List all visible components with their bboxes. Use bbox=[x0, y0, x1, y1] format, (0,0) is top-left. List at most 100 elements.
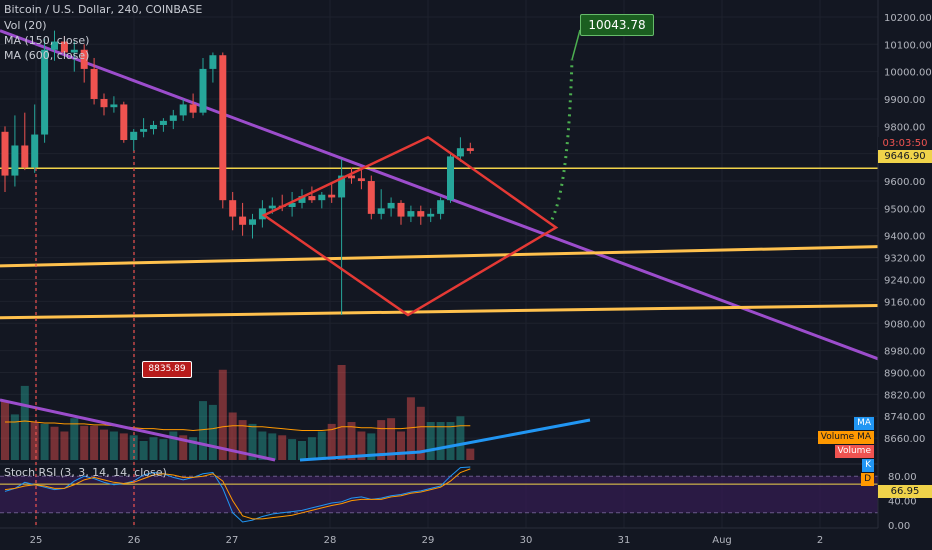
candle-body bbox=[150, 124, 157, 130]
descending-trendline bbox=[0, 29, 879, 361]
volume-bar bbox=[406, 397, 415, 460]
time-tick-label: 2 bbox=[817, 535, 823, 546]
volume-bar bbox=[70, 418, 79, 460]
candle-body bbox=[1, 131, 9, 176]
candle-body bbox=[258, 208, 266, 220]
volume-bar bbox=[337, 365, 346, 460]
volume-bar bbox=[258, 431, 267, 460]
volume-bar bbox=[298, 441, 306, 460]
price-tick-label: 9080.00 bbox=[884, 319, 925, 330]
candle-body bbox=[21, 145, 29, 168]
time-tick-label: 29 bbox=[422, 535, 435, 546]
volume-bar bbox=[397, 431, 405, 460]
volume-bar bbox=[228, 412, 237, 460]
candle-body bbox=[110, 104, 118, 108]
price-tick-label: 8660.00 bbox=[884, 434, 925, 445]
volume-bar bbox=[347, 422, 356, 460]
low-label: 8835.89 bbox=[142, 361, 192, 378]
candle-body bbox=[159, 120, 167, 125]
volume-bar bbox=[60, 431, 69, 460]
volume-bar bbox=[436, 422, 445, 460]
volume-bar bbox=[20, 385, 29, 460]
indicator-ma150[interactable]: MA (150, close) bbox=[4, 34, 90, 47]
candle-body bbox=[249, 219, 256, 225]
volume-bar bbox=[268, 433, 277, 460]
candle-body bbox=[60, 41, 68, 53]
volume-bar bbox=[456, 416, 465, 460]
stoch-title[interactable]: Stoch RSI (3, 3, 14, 14, close) bbox=[4, 466, 167, 479]
stoch-tick-label: 0.00 bbox=[888, 521, 910, 532]
volume-bar bbox=[238, 420, 247, 460]
indicator-ma600[interactable]: MA (600, close) bbox=[4, 49, 90, 62]
volume-bar bbox=[199, 401, 207, 460]
price-tick-label: 9500.00 bbox=[884, 204, 925, 215]
volume-bar bbox=[159, 439, 168, 460]
chart-overlays bbox=[261, 29, 581, 317]
diamond-pattern bbox=[261, 135, 559, 317]
volume-bar bbox=[416, 406, 425, 460]
candle-body bbox=[268, 205, 276, 209]
countdown-tag: 03:03:50 bbox=[878, 137, 932, 150]
volume-bar bbox=[387, 418, 396, 460]
candle-body bbox=[51, 41, 58, 50]
candle-body bbox=[318, 194, 326, 201]
stoch-rsi-pane bbox=[0, 463, 878, 523]
candle-body bbox=[199, 68, 207, 113]
time-tick-label: 26 bbox=[128, 535, 141, 546]
volume-bar bbox=[357, 431, 366, 460]
candle-body bbox=[169, 115, 177, 121]
candle-body bbox=[31, 134, 39, 168]
lower-support-line bbox=[0, 303, 879, 320]
target-label: 10043.78 bbox=[580, 14, 654, 36]
volume-bar bbox=[218, 369, 227, 460]
volume-ma-trend bbox=[299, 418, 591, 462]
volume-bar bbox=[426, 422, 435, 460]
price-tick-label: 9160.00 bbox=[884, 297, 925, 308]
price-tick-label: 8820.00 bbox=[884, 390, 925, 401]
time-tick-label: 28 bbox=[324, 535, 337, 546]
volume-bar bbox=[446, 422, 455, 460]
volume-bar bbox=[466, 448, 475, 460]
time-tick-label: 30 bbox=[520, 535, 533, 546]
candle-body bbox=[80, 49, 88, 69]
candle-body bbox=[377, 208, 385, 214]
volume-bar bbox=[1, 401, 9, 460]
legend-stoch-d[interactable]: D bbox=[861, 473, 874, 486]
volume-bar bbox=[307, 437, 316, 460]
candle-body bbox=[328, 194, 336, 198]
candle-body bbox=[219, 55, 227, 201]
volume-bar bbox=[80, 425, 89, 460]
volume-bar bbox=[169, 431, 178, 460]
volume-bar bbox=[288, 439, 297, 460]
candles bbox=[1, 30, 474, 316]
price-tick-label: 9600.00 bbox=[884, 177, 925, 188]
price-tick-label: 8980.00 bbox=[884, 347, 925, 358]
candle-body bbox=[447, 156, 454, 201]
legend-ma[interactable]: MA bbox=[854, 417, 874, 430]
volume-bar bbox=[10, 414, 19, 460]
chart-title: Bitcoin / U.S. Dollar, 240, COINBASE bbox=[4, 3, 203, 16]
price-tick-label: 10100.00 bbox=[884, 40, 932, 51]
volume-bar bbox=[327, 423, 336, 460]
legend-stoch-k[interactable]: K bbox=[862, 459, 874, 472]
volume-pane bbox=[1, 365, 475, 460]
volume-bar bbox=[208, 404, 217, 460]
legend-volume[interactable]: Volume bbox=[834, 445, 874, 458]
stoch-tick-label: 80.00 bbox=[888, 472, 917, 483]
candle-body bbox=[387, 202, 395, 209]
volume-bar bbox=[50, 426, 59, 460]
candle-body bbox=[427, 213, 435, 217]
indicator-vol[interactable]: Vol (20) bbox=[4, 19, 47, 32]
volume-bar bbox=[100, 429, 108, 460]
candle-body bbox=[140, 129, 148, 132]
candle-body bbox=[357, 178, 365, 182]
price-tick-label: 8900.00 bbox=[884, 368, 925, 379]
candle-body bbox=[308, 196, 316, 201]
volume-bar bbox=[189, 437, 198, 460]
candle-body bbox=[120, 104, 128, 141]
price-tick-label: 9900.00 bbox=[884, 95, 925, 106]
volume-bar bbox=[278, 435, 287, 460]
legend-volume-ma[interactable]: Volume MA bbox=[817, 431, 874, 444]
price-tick-label: 9400.00 bbox=[884, 232, 925, 243]
